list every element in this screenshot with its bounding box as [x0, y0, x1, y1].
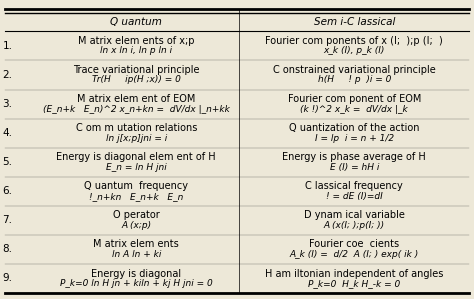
- Text: C onstrained variational principle: C onstrained variational principle: [273, 65, 436, 75]
- Text: P_k=0  H_k H_-k = 0: P_k=0 H_k H_-k = 0: [308, 279, 401, 288]
- Text: 7.: 7.: [2, 215, 12, 225]
- Text: M atrix elem ent of EOM: M atrix elem ent of EOM: [77, 94, 195, 104]
- Text: A (x(I; );p(I; )): A (x(I; );p(I; )): [324, 221, 385, 230]
- Text: ! = dE (I)=dI: ! = dE (I)=dI: [326, 192, 383, 201]
- Text: Tr(H     ip(H ;x)) = 0: Tr(H ip(H ;x)) = 0: [92, 75, 181, 84]
- Text: Trace variational principle: Trace variational principle: [73, 65, 200, 75]
- Text: Q uantum  frequency: Q uantum frequency: [84, 181, 188, 191]
- Text: D ynam ical variable: D ynam ical variable: [304, 210, 405, 220]
- Text: h(H     ! p  )i = 0: h(H ! p )i = 0: [318, 75, 391, 84]
- Text: (E_n+k   E_n)^2 x_n+kn =  dV/dx |_n+kk: (E_n+k E_n)^2 x_n+kn = dV/dx |_n+kk: [43, 105, 230, 114]
- Text: 3.: 3.: [2, 99, 12, 109]
- Text: Fourier com ponents of x (I;  );p (I;  ): Fourier com ponents of x (I; );p (I; ): [265, 36, 443, 46]
- Text: P_k=0 ln H jn + kiln + kj H jni = 0: P_k=0 ln H jn + kiln + kj H jni = 0: [60, 279, 213, 288]
- Text: C lassical frequency: C lassical frequency: [305, 181, 403, 191]
- Text: (k !)^2 x_k =  dV/dx |_k: (k !)^2 x_k = dV/dx |_k: [301, 105, 408, 114]
- Text: I = lp  i = n + 1/2: I = lp i = n + 1/2: [315, 134, 394, 143]
- Text: M atrix elem ents of x;p: M atrix elem ents of x;p: [78, 36, 194, 46]
- Text: E (I) = hH i: E (I) = hH i: [329, 163, 379, 172]
- Text: 4.: 4.: [2, 128, 12, 138]
- Text: E_n = ln H jni: E_n = ln H jni: [106, 163, 167, 172]
- Text: Q uantum: Q uantum: [110, 17, 162, 28]
- Text: O perator: O perator: [113, 210, 160, 220]
- Text: A (x;p): A (x;p): [121, 221, 151, 230]
- Text: x_k (I), p_k (I): x_k (I), p_k (I): [324, 46, 385, 55]
- Text: Sem i-C lassical: Sem i-C lassical: [314, 17, 395, 28]
- Text: 1.: 1.: [2, 41, 12, 51]
- Text: Fourier com ponent of EOM: Fourier com ponent of EOM: [288, 94, 421, 104]
- Text: ln j[x;p]jni = i: ln j[x;p]jni = i: [106, 134, 167, 143]
- Text: 2.: 2.: [2, 70, 12, 80]
- Text: Energy is diagonal: Energy is diagonal: [91, 269, 182, 279]
- Text: ln A ln + ki: ln A ln + ki: [111, 250, 161, 259]
- Text: M atrix elem ents: M atrix elem ents: [93, 239, 179, 249]
- Text: Energy is phase average of H: Energy is phase average of H: [283, 152, 426, 162]
- Text: !_n+kn   E_n+k   E_n: !_n+kn E_n+k E_n: [89, 192, 183, 201]
- Text: Q uantization of the action: Q uantization of the action: [289, 123, 419, 133]
- Text: ln x ln i, ln p ln i: ln x ln i, ln p ln i: [100, 46, 173, 55]
- Text: H am iltonian independent of angles: H am iltonian independent of angles: [265, 269, 444, 279]
- Text: 6.: 6.: [2, 186, 12, 196]
- Text: A_k (I) =  d/2  A (I; ) exp( ik ): A_k (I) = d/2 A (I; ) exp( ik ): [290, 250, 419, 259]
- Text: C om m utation relations: C om m utation relations: [75, 123, 197, 133]
- Text: 9.: 9.: [2, 274, 12, 283]
- Text: Energy is diagonal elem ent of H: Energy is diagonal elem ent of H: [56, 152, 216, 162]
- Text: 8.: 8.: [2, 244, 12, 254]
- Text: Fourier coe  cients: Fourier coe cients: [309, 239, 400, 249]
- Text: 5.: 5.: [2, 157, 12, 167]
